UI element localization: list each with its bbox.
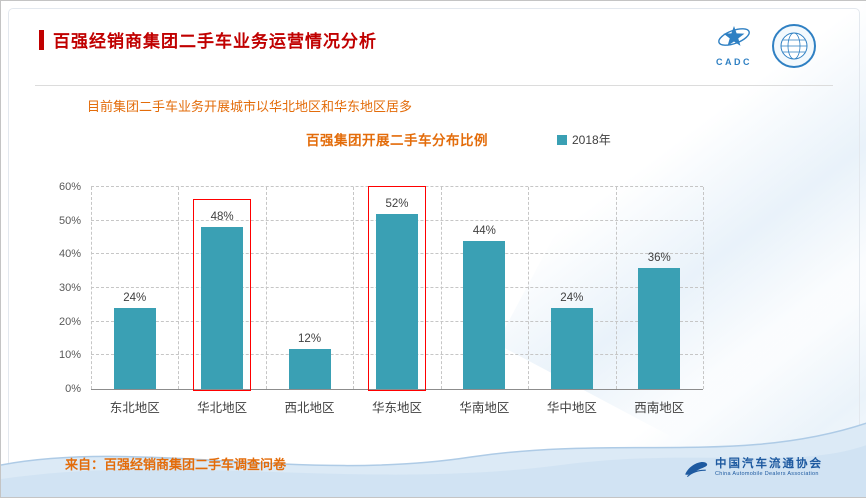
y-tick-label: 60%: [58, 181, 81, 193]
legend-label: 2018年: [572, 133, 611, 147]
bar-value-label: 52%: [385, 197, 409, 210]
subtitle-text: 目前集团二手车业务开展城市以华北地区和华东地区居多: [87, 99, 413, 114]
category-label: 华北地区: [197, 401, 248, 415]
v-gridline: [178, 187, 180, 389]
x-axis: 东北地区 华北地区 西北地区 华东地区 华南地区 华中地区 西南地区: [91, 397, 703, 416]
cadc-logo-text: CADC: [716, 57, 752, 67]
bar-chart: 0% 10% 20% 30% 40% 50% 60% 24% 48% 12% 52% 44% 24% 3…: [51, 157, 721, 425]
y-tick-label: 0%: [65, 383, 81, 395]
category-label: 华南地区: [459, 401, 510, 415]
v-gridline: [615, 187, 617, 389]
bar: [550, 308, 593, 389]
bar-column: 48%: [178, 187, 265, 391]
bar-column: 24%: [528, 187, 615, 389]
logo-group: CADC: [709, 23, 817, 69]
y-tick-label: 30%: [58, 282, 81, 294]
v-gridline: [91, 187, 92, 389]
chart-legend: 2018年: [557, 131, 611, 148]
association-round-logo: [772, 24, 816, 68]
plot-area: 24% 48% 12% 52% 44% 24% 36%: [91, 185, 704, 391]
bar-column: 24%: [91, 187, 178, 389]
cadc-star-logo: CADC: [716, 26, 752, 67]
bar-value-label: 44%: [472, 224, 496, 237]
bar-column: 44%: [441, 187, 528, 389]
association-name-cn: 中国汽车流通协会: [715, 458, 823, 471]
chart-title: 百强集团开展二手车分布比例: [306, 133, 488, 148]
y-axis: 0% 10% 20% 30% 40% 50% 60%: [51, 181, 85, 395]
v-gridline: [528, 187, 530, 389]
bar: [288, 348, 331, 389]
y-tick-label: 10%: [58, 349, 81, 362]
association-footer-logo: 中国汽车流通协会 China Automobile Dealers Associ…: [683, 457, 823, 479]
bar-value-label: 48%: [210, 211, 234, 224]
category-label: 东北地区: [109, 401, 160, 415]
page-title: 百强经销商集团二手车业务运营情况分析: [53, 32, 377, 51]
source-note: 来自：百强经销商集团二手车调查问卷: [65, 457, 287, 472]
bar: [201, 227, 244, 389]
title-accent-bar: [39, 29, 44, 50]
highlight-box: [367, 185, 426, 391]
association-swoosh-icon: [685, 462, 708, 478]
legend-swatch: [557, 134, 567, 145]
y-tick-label: 50%: [58, 214, 81, 227]
category-label: 华东地区: [371, 401, 422, 415]
chart-title-wrap: 百强集团开展二手车分布比例: [91, 129, 703, 150]
header-divider: [35, 85, 833, 86]
v-gridline: [353, 187, 355, 389]
category-label: 西北地区: [284, 401, 335, 415]
category-label: 西南地区: [634, 401, 685, 415]
association-name-en: China Automobile Dealers Association: [715, 471, 819, 478]
bar: [113, 308, 156, 389]
v-gridline: [265, 187, 267, 389]
bar-value-label: 24%: [123, 292, 147, 305]
y-tick-label: 20%: [58, 315, 81, 328]
v-gridline: [703, 187, 704, 389]
bar: [463, 240, 506, 389]
bar-value-label: 24%: [560, 292, 584, 305]
y-tick-label: 40%: [58, 248, 81, 261]
highlight-box: [193, 199, 252, 391]
bar-column: 52%: [353, 185, 440, 391]
bar-value-label: 36%: [647, 251, 671, 264]
bar: [638, 267, 681, 389]
bottom-wave-decoration: [1, 422, 866, 497]
v-gridline: [440, 187, 442, 389]
bar-columns: 24% 48% 12% 52% 44% 24% 36%: [91, 185, 703, 391]
category-label: 华中地区: [546, 401, 597, 415]
bar-column: 36%: [616, 187, 703, 389]
association-name-block: 中国汽车流通协会 China Automobile Dealers Associ…: [715, 458, 823, 478]
bar-column: 12%: [266, 187, 353, 389]
bar: [375, 213, 418, 389]
bar-value-label: 12%: [298, 332, 322, 345]
header: 百强经销商集团二手车业务运营情况分析: [39, 27, 377, 52]
